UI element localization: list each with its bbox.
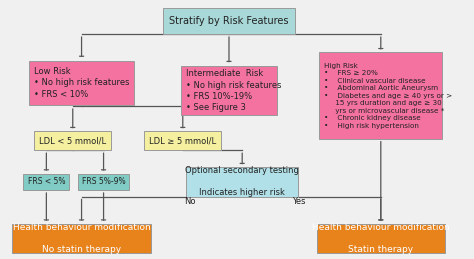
Text: No: No [183, 197, 195, 206]
Text: Yes: Yes [292, 197, 305, 206]
Text: Health behaviour modification

Statin therapy: Health behaviour modification Statin the… [312, 223, 450, 254]
FancyBboxPatch shape [319, 52, 442, 139]
FancyBboxPatch shape [34, 131, 111, 150]
Text: Low Risk
• No high risk features
• FRS < 10%: Low Risk • No high risk features • FRS <… [34, 67, 129, 98]
Text: High Risk
•    FRS ≥ 20%
•    Clinical vascular disease
•    Abdominal Aortic An: High Risk • FRS ≥ 20% • Clinical vascula… [325, 63, 453, 129]
Text: FRS 5%-9%: FRS 5%-9% [82, 177, 126, 186]
FancyBboxPatch shape [12, 224, 151, 253]
Text: Intermediate  Risk
• No high risk features
• FRS 10%-19%
• See Figure 3: Intermediate Risk • No high risk feature… [186, 69, 282, 112]
FancyBboxPatch shape [29, 61, 134, 105]
Text: Stratify by Risk Features: Stratify by Risk Features [169, 16, 289, 26]
FancyBboxPatch shape [78, 174, 129, 190]
FancyBboxPatch shape [317, 224, 445, 253]
FancyBboxPatch shape [144, 131, 221, 150]
Text: LDL < 5 mmol/L: LDL < 5 mmol/L [39, 136, 106, 145]
FancyBboxPatch shape [163, 8, 295, 34]
FancyBboxPatch shape [181, 66, 277, 115]
FancyBboxPatch shape [23, 174, 70, 190]
FancyBboxPatch shape [186, 167, 298, 197]
Text: LDL ≥ 5 mmol/L: LDL ≥ 5 mmol/L [149, 136, 216, 145]
Text: Health behaviour modification

No statin therapy: Health behaviour modification No statin … [13, 223, 150, 254]
Text: Optional secondary testing

Indicates higher risk: Optional secondary testing Indicates hig… [185, 166, 299, 197]
Text: FRS < 5%: FRS < 5% [27, 177, 65, 186]
